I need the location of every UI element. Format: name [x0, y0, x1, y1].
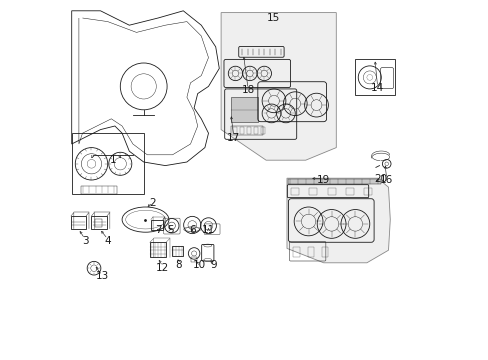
Text: 5: 5: [167, 225, 174, 235]
Text: 14: 14: [370, 83, 384, 93]
Bar: [327, 188, 335, 195]
Bar: [355, 59, 394, 95]
Bar: [260, 127, 264, 134]
Text: 4: 4: [104, 236, 111, 246]
Polygon shape: [221, 13, 336, 160]
Text: 1: 1: [110, 155, 116, 165]
Text: 3: 3: [81, 236, 88, 246]
Text: 13: 13: [96, 271, 109, 282]
Text: 15: 15: [266, 13, 279, 23]
Text: 8: 8: [175, 260, 182, 270]
Bar: [321, 247, 328, 257]
Bar: [230, 97, 257, 122]
Text: 12: 12: [156, 263, 169, 273]
Text: 2: 2: [149, 198, 156, 208]
Text: 19: 19: [316, 175, 330, 185]
Bar: [253, 127, 258, 134]
Bar: [246, 127, 250, 134]
Bar: [232, 127, 237, 134]
Bar: [363, 188, 371, 195]
Bar: [95, 219, 102, 227]
Text: 6: 6: [188, 225, 195, 235]
Bar: [230, 126, 263, 135]
Text: 18: 18: [241, 85, 254, 95]
Bar: [191, 257, 197, 262]
Text: 9: 9: [210, 260, 217, 270]
Bar: [171, 246, 183, 256]
Text: 16: 16: [379, 175, 392, 185]
Bar: [239, 127, 244, 134]
Bar: [345, 188, 353, 195]
Text: 17: 17: [226, 132, 240, 143]
Bar: [81, 186, 117, 194]
Text: 11: 11: [202, 225, 215, 235]
Bar: [309, 188, 317, 195]
Bar: [288, 179, 380, 184]
Bar: [291, 188, 299, 195]
Text: 20: 20: [374, 174, 387, 184]
Bar: [292, 247, 299, 257]
Text: 10: 10: [192, 260, 205, 270]
Bar: [307, 247, 313, 257]
Bar: [149, 242, 166, 257]
Polygon shape: [286, 178, 389, 263]
Text: 7: 7: [155, 225, 161, 235]
